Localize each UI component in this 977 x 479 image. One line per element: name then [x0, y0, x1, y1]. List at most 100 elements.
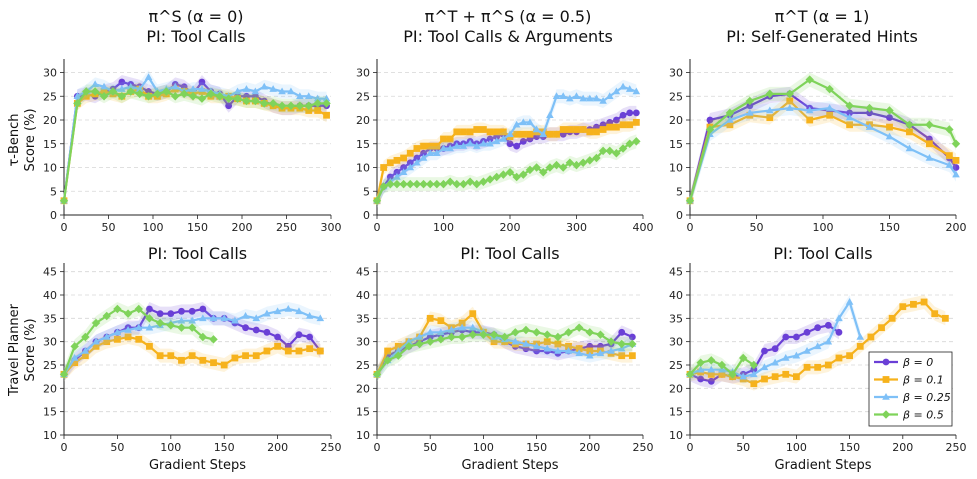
data-point [553, 332, 563, 342]
data-point [199, 314, 207, 322]
data-point [144, 73, 153, 81]
data-point [113, 304, 122, 314]
data-point [619, 111, 627, 119]
y-tick-label: 15 [43, 138, 57, 151]
data-point [274, 333, 281, 341]
data-point [439, 179, 448, 189]
data-point [522, 340, 530, 347]
data-point [274, 342, 281, 350]
data-point [489, 330, 499, 339]
data-point [465, 177, 475, 186]
data-point [492, 137, 501, 145]
data-point [707, 377, 715, 385]
data-point [920, 298, 928, 306]
data-point [805, 75, 814, 84]
data-point [446, 135, 454, 143]
data-point [761, 347, 768, 355]
data-point [406, 149, 414, 157]
data-point [554, 340, 562, 348]
y-tick-label: 15 [669, 406, 683, 419]
data-point [284, 347, 292, 355]
data-point [586, 94, 594, 102]
x-tick-label: 200 [267, 441, 288, 454]
data-point [81, 352, 89, 360]
data-point [586, 347, 594, 355]
data-point [233, 94, 242, 103]
data-point [178, 356, 185, 364]
data-point [415, 339, 424, 349]
data-point [878, 324, 885, 332]
data-point [384, 347, 392, 355]
data-point [607, 347, 615, 354]
data-point [472, 142, 481, 149]
x-tick-label: 0 [61, 221, 68, 234]
x-axis-label: Gradient Steps [774, 458, 871, 473]
data-point [304, 92, 313, 100]
data-point [856, 333, 865, 340]
data-point [625, 85, 634, 92]
data-point [457, 332, 467, 342]
data-point [553, 130, 560, 138]
y-tick-label: 15 [669, 138, 683, 151]
data-point [167, 310, 175, 318]
data-point [586, 351, 594, 359]
data-point [295, 331, 303, 339]
data-point [835, 314, 843, 322]
data-point [606, 123, 614, 131]
legend-marker [881, 410, 891, 419]
data-point [162, 87, 171, 96]
x-tick-label: 400 [633, 221, 654, 234]
data-point [513, 142, 521, 150]
data-point [135, 85, 144, 92]
data-point [81, 332, 90, 342]
data-point [746, 102, 754, 110]
data-point [466, 139, 474, 147]
data-point [372, 196, 382, 205]
data-point [393, 168, 401, 176]
data-point [486, 135, 494, 143]
x-tick-label: 50 [102, 221, 116, 234]
data-point [592, 153, 601, 163]
legend-marker [882, 376, 890, 383]
data-point [925, 154, 934, 161]
data-point [188, 316, 196, 324]
data-point [100, 88, 108, 95]
data-point [263, 309, 271, 317]
data-point [92, 337, 100, 345]
data-point [486, 139, 494, 147]
x-tick-label: 300 [566, 221, 587, 234]
data-point [145, 323, 154, 331]
data-point [761, 375, 768, 383]
data-point [945, 152, 953, 160]
data-point [785, 104, 794, 111]
y-tick-label: 20 [43, 382, 57, 395]
data-point [197, 94, 207, 103]
data-point [793, 333, 800, 341]
data-point [565, 158, 575, 167]
data-point [826, 111, 834, 119]
data-point [459, 142, 468, 149]
data-point [814, 363, 822, 371]
data-point [941, 314, 949, 322]
legend-marker [882, 358, 890, 366]
x-tick-label: 100 [473, 441, 494, 454]
y-tick-label: 25 [356, 90, 370, 103]
data-point [126, 87, 135, 96]
col-title-2-line2: PI: Tool Calls & Arguments [403, 27, 613, 46]
data-point [413, 158, 421, 166]
data-point [263, 328, 271, 336]
data-point [419, 179, 428, 189]
data-point [745, 96, 755, 106]
data-point [459, 179, 468, 189]
series-band [377, 134, 637, 208]
data-point [566, 94, 574, 102]
data-point [286, 101, 296, 110]
x-tick-label: 100 [143, 221, 164, 234]
data-point [393, 173, 401, 180]
data-point [566, 126, 574, 133]
data-point [453, 142, 461, 149]
data-point [437, 328, 445, 336]
data-point [406, 159, 414, 167]
data-point [70, 342, 79, 351]
data-point [717, 360, 727, 370]
